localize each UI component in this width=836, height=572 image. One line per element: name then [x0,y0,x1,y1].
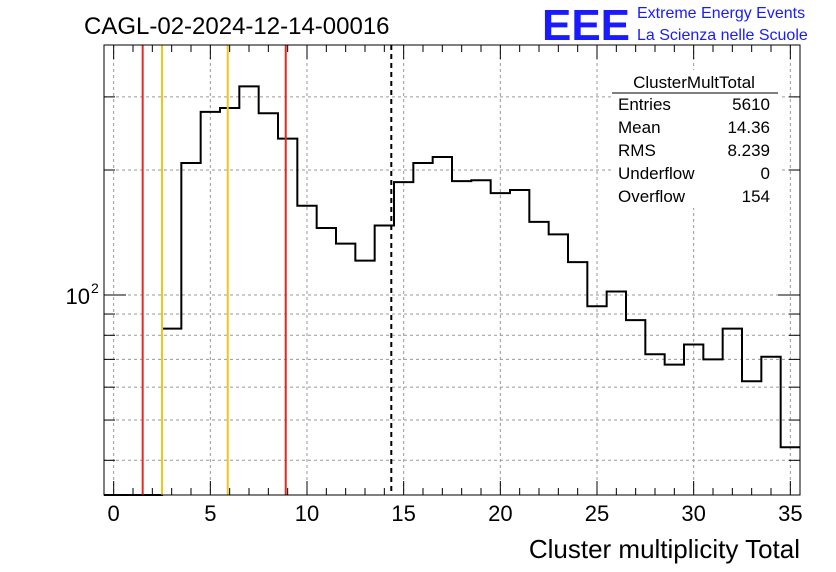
histogram-bin [220,108,239,495]
y-tick-label-base: 10 [66,284,90,309]
histogram-bin [703,359,722,495]
histogram-bin [665,365,684,495]
stats-box-title: ClusterMultTotal [633,73,755,92]
axis-ticks [104,44,800,495]
histogram-bin [529,222,548,495]
histogram-bin [394,182,413,495]
stats-box: ClusterMultTotal Entries 5610 Mean 14.36 RMS… [611,70,781,208]
histogram-bin [452,181,471,495]
x-tick-label: 15 [391,501,415,526]
stats-row-label: Entries [618,95,671,114]
histogram-bin [742,381,761,495]
histogram-bin [259,113,278,495]
x-tick-label: 20 [488,501,512,526]
histogram-bin [568,262,587,495]
x-axis-label: Cluster multiplicity Total [529,534,800,564]
histogram-bin [491,193,510,495]
eee-logo: EEE Extreme Energy Events La Scienza nel… [542,1,808,50]
y-tick-label-exponent: 2 [91,280,99,296]
histogram-series [104,85,800,496]
stats-row-label: Underflow [618,164,695,183]
histogram-bin [607,291,626,495]
histogram-bin [181,163,200,495]
stats-rows: Entries 5610 Mean 14.36 RMS 8.239 Underflow 0 Ov… [618,95,770,206]
histogram-bin [162,329,181,495]
x-tick-label: 10 [295,501,319,526]
y-tick-label: 10 2 [66,280,99,309]
histogram-bin [433,157,452,495]
histogram-bin [355,261,374,495]
x-tick-label: 30 [681,501,705,526]
histogram-bin [278,139,297,495]
histogram-bin [201,112,220,495]
histogram-bin [317,228,336,495]
histogram-bin [761,357,780,495]
marker-lines [141,45,393,495]
histogram-bin [413,163,432,495]
histogram-bin [723,329,742,495]
histogram-bin [645,354,664,495]
logo-line1: Extreme Energy Events [637,5,805,22]
stats-row-label: RMS [618,141,656,160]
x-tick-label: 35 [778,501,802,526]
chart-title: CAGL-02-2024-12-14-00016 [84,13,390,40]
histogram-bin [684,345,703,495]
stats-row-value: 14.36 [727,118,770,137]
x-tick-label: 0 [108,501,120,526]
x-tick-label: 5 [204,501,216,526]
logo-mark: EEE [542,1,630,50]
stats-row-value: 154 [742,187,770,206]
histogram-bin [239,86,258,495]
plot-frame [103,44,801,496]
logo-line2: La Scienza nelle Scuole [637,27,808,44]
histogram-bin [297,206,316,495]
stats-row-label: Mean [618,118,661,137]
stats-row-value: 5610 [732,95,770,114]
stats-row-value: 0 [761,164,770,183]
histogram-bin [626,320,645,495]
histogram-bin [336,244,355,495]
histogram-bin [471,180,490,495]
histogram-bin [549,234,568,495]
histogram-bin [587,306,606,495]
histogram-bin [510,190,529,495]
x-tick-label: 25 [585,501,609,526]
stats-row-label: Overflow [618,187,686,206]
stats-row-value: 8.239 [727,141,770,160]
histogram-outline [104,85,800,496]
